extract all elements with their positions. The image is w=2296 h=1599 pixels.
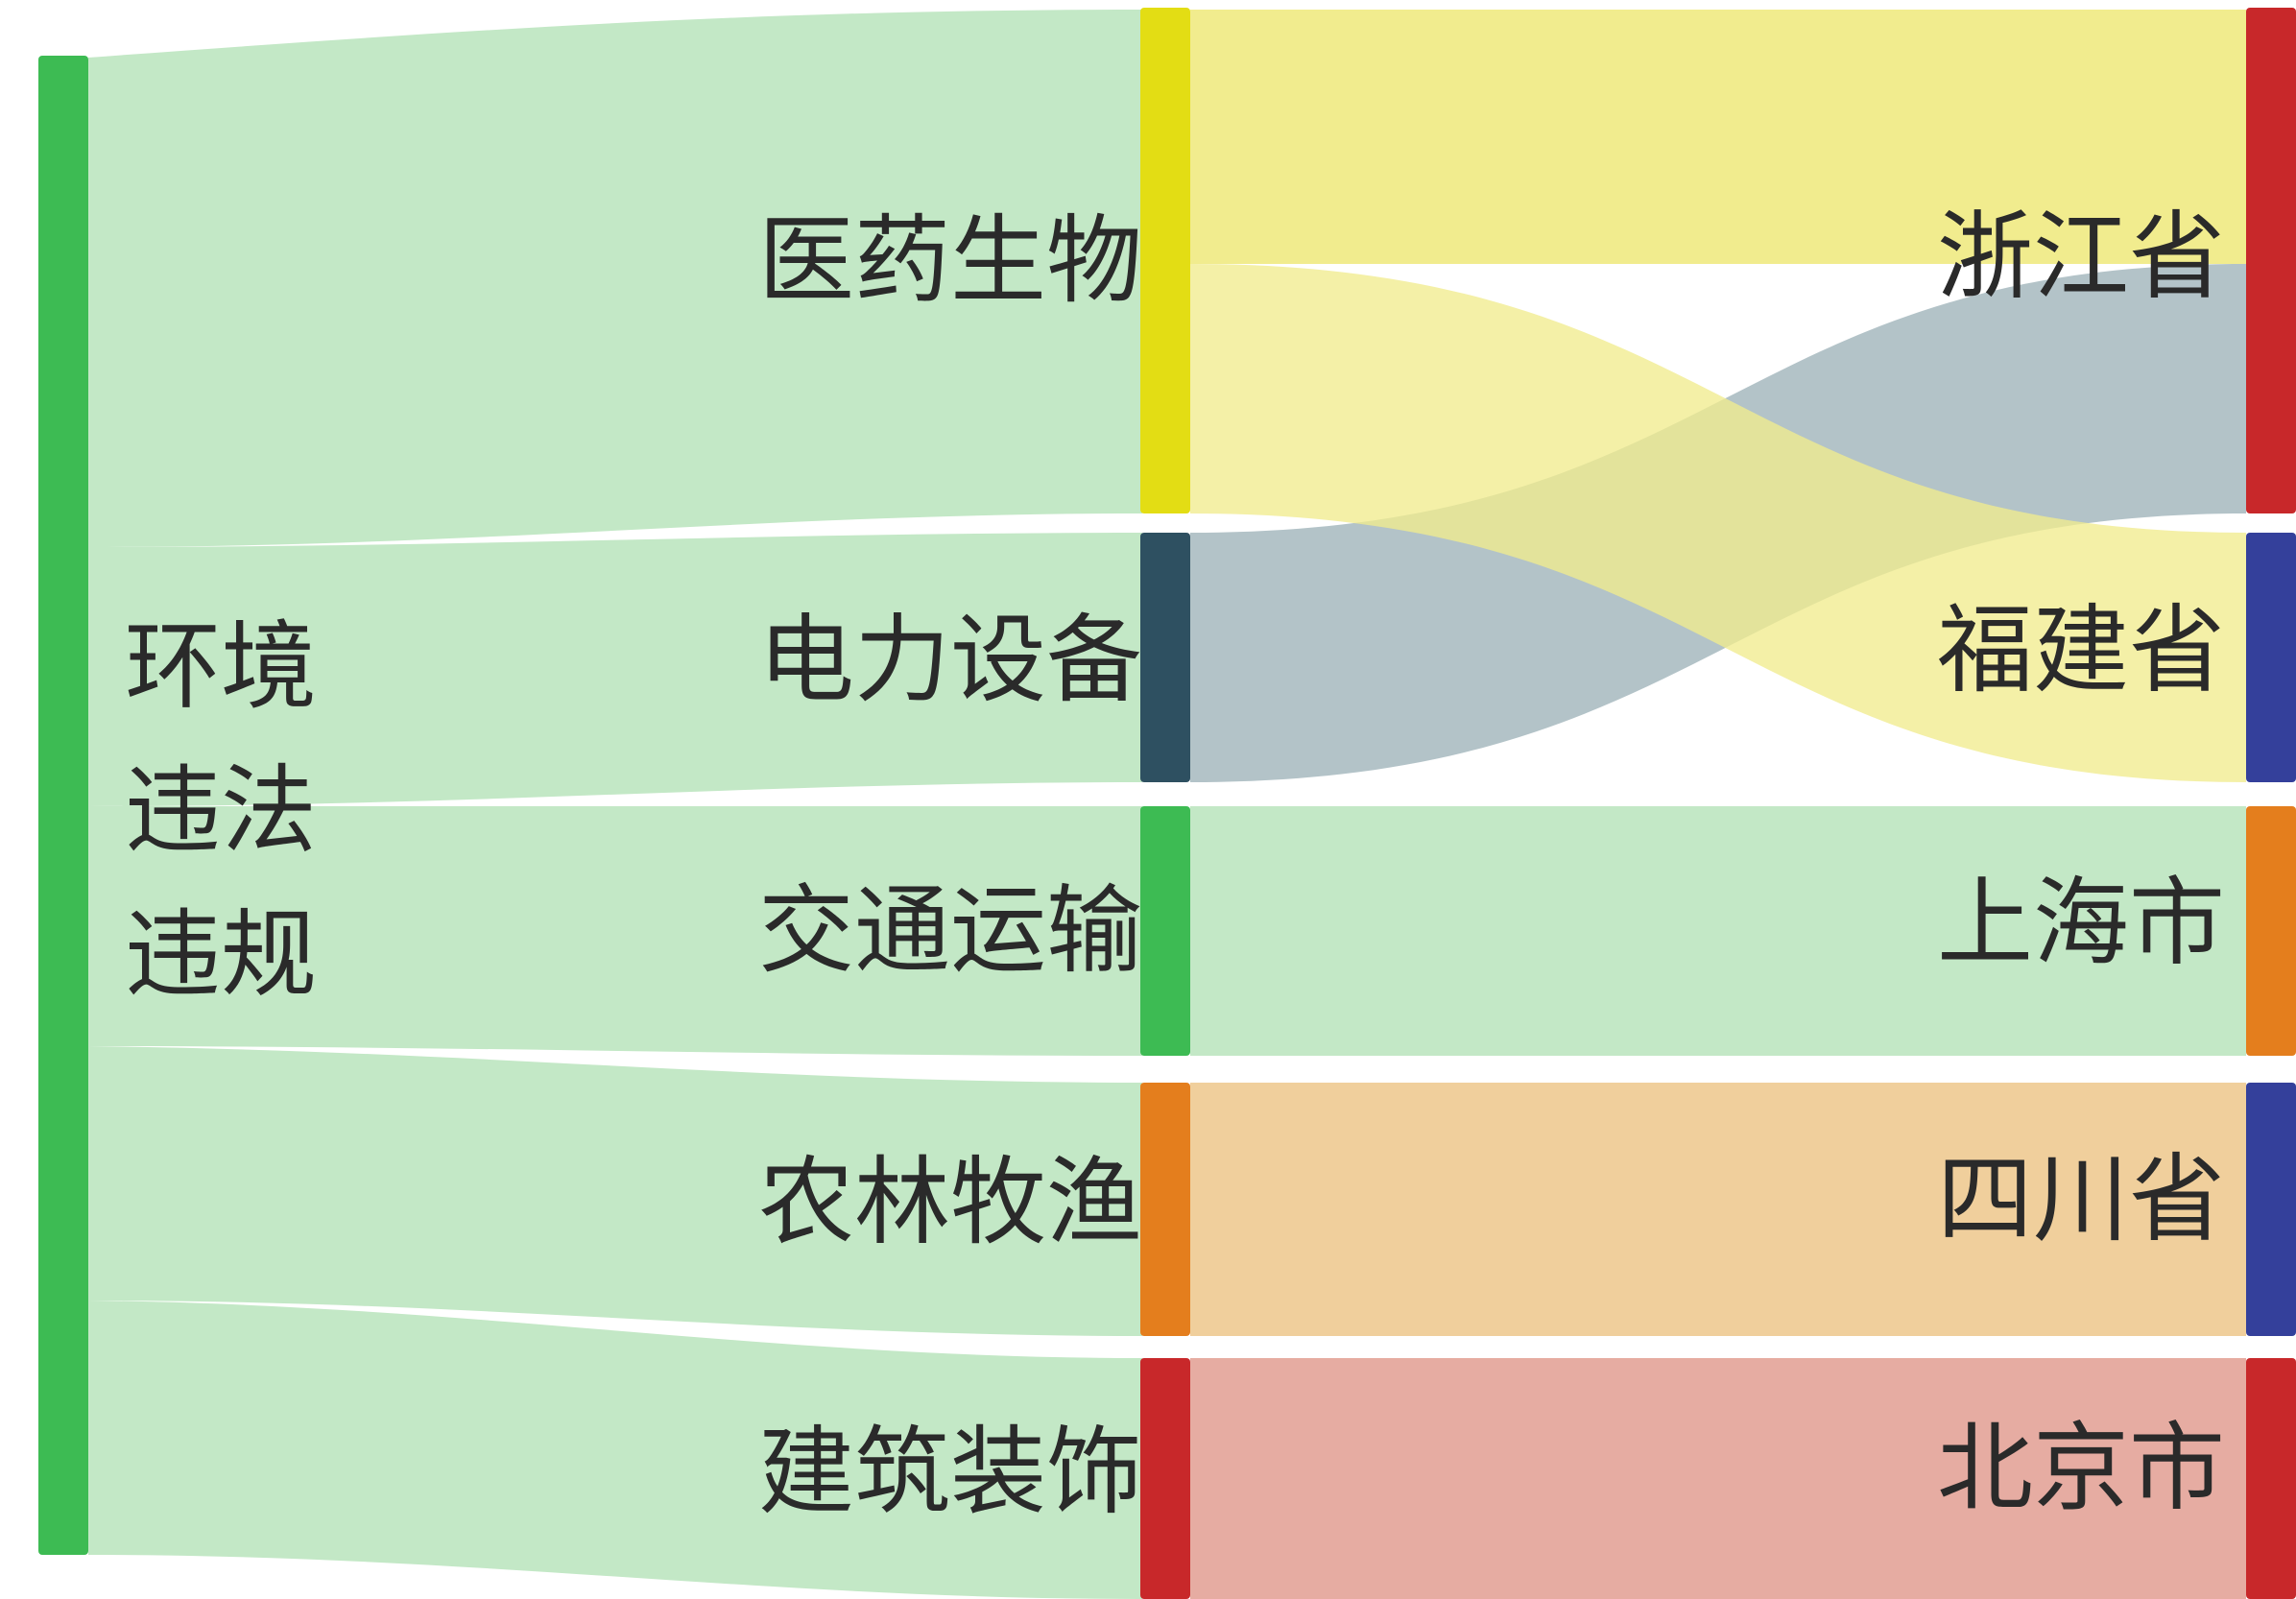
flow-source-to-industry-3b bbox=[88, 806, 1142, 1056]
flow-source-to-industry-5 bbox=[88, 1301, 1142, 1599]
source-flows bbox=[88, 10, 1142, 1599]
flow-source-to-industry-4 bbox=[88, 1046, 1142, 1336]
flow-industry-4-to-province-4 bbox=[1190, 1083, 2246, 1336]
flow-industry-1-to-province-2 bbox=[1190, 264, 2246, 782]
flow-industry-3-to-province-3 bbox=[1190, 806, 2246, 1056]
nodes bbox=[38, 8, 2296, 1599]
node-industry-5 bbox=[1140, 1358, 1190, 1599]
flow-source-to-industry-2 bbox=[88, 533, 1142, 806]
flow-industry-5-to-province-5 bbox=[1190, 1358, 2246, 1599]
node-province-2 bbox=[2246, 533, 2296, 782]
node-source bbox=[38, 56, 88, 1555]
node-province-4 bbox=[2246, 1083, 2296, 1336]
node-industry-1 bbox=[1140, 8, 1190, 513]
node-industry-2 bbox=[1140, 533, 1190, 782]
flow-source-to-industry-1 bbox=[88, 10, 1142, 547]
industry-flows bbox=[1190, 10, 2246, 1599]
node-province-1 bbox=[2246, 8, 2296, 513]
node-province-3 bbox=[2246, 806, 2296, 1056]
node-industry-3 bbox=[1140, 806, 1190, 1056]
flow-industry-1-to-province-1 bbox=[1190, 10, 2246, 264]
node-industry-4 bbox=[1140, 1083, 1190, 1336]
node-province-5 bbox=[2246, 1358, 2296, 1599]
